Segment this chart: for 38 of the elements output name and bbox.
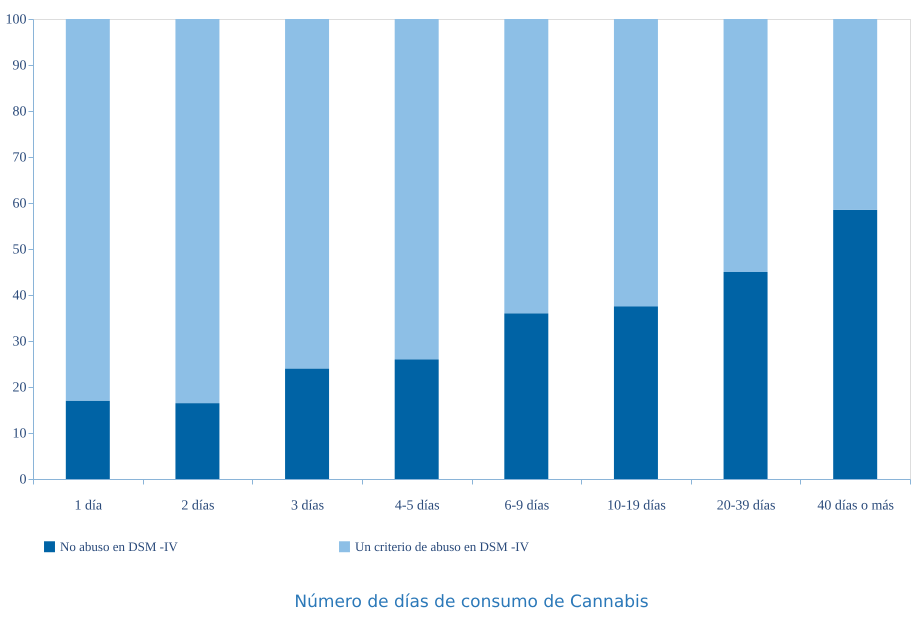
bar <box>504 19 548 314</box>
legend-label: No abuso en DSM -IV <box>60 538 178 554</box>
bar <box>285 19 330 369</box>
bar <box>724 19 768 272</box>
x-axis-title: Número de días de consumo de Cannabis <box>294 592 649 612</box>
y-tick-label: 70 <box>12 150 26 166</box>
x-tick-label: 6-9 días <box>504 498 550 514</box>
x-tick-label: 20-39 días <box>716 498 776 514</box>
y-tick-label: 100 <box>6 12 26 28</box>
x-tick-label: 3 días <box>291 498 324 514</box>
x-tick-label: 40 días o más <box>817 498 894 514</box>
bar <box>614 19 658 306</box>
y-tick-label: 20 <box>12 380 26 396</box>
bar <box>504 313 548 479</box>
y-tick-label: 60 <box>12 196 26 212</box>
bar <box>175 19 220 404</box>
bar <box>833 210 878 479</box>
y-tick-label: 80 <box>12 104 26 120</box>
legend-label: Un criterio de abuso en DSM -IV <box>355 538 530 554</box>
x-tick-label: 2 días <box>181 498 214 514</box>
y-tick-label: 90 <box>12 58 26 74</box>
y-tick-label: 50 <box>12 242 26 258</box>
bar <box>175 403 220 479</box>
bar <box>724 272 768 479</box>
bar <box>394 359 439 479</box>
y-tick-label: 30 <box>12 334 26 350</box>
bar <box>66 19 110 401</box>
bar <box>66 400 110 479</box>
bar <box>394 19 439 360</box>
x-tick-label: 10-19 días <box>607 498 666 514</box>
y-tick-label: 40 <box>12 288 26 304</box>
x-tick-label: 4-5 días <box>394 498 440 514</box>
bar <box>833 19 878 210</box>
bar <box>614 306 658 479</box>
y-tick-label: 10 <box>12 426 26 442</box>
bar <box>285 368 330 479</box>
x-tick-label: 1 día <box>74 498 103 514</box>
y-tick-label: 0 <box>20 472 26 488</box>
